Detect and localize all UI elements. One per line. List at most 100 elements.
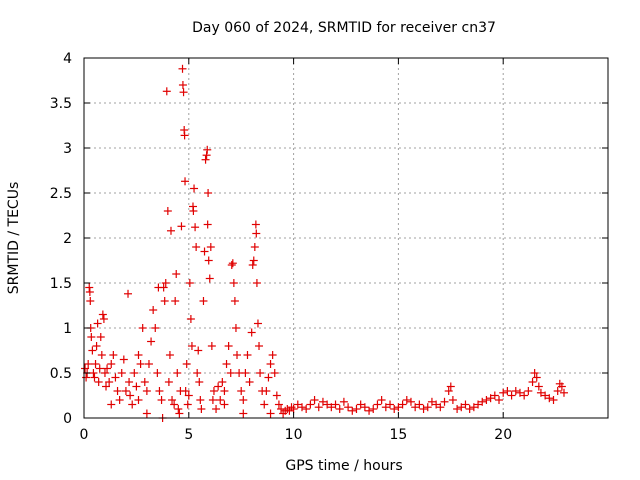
data-point (187, 342, 196, 350)
data-point (264, 373, 273, 382)
data-point (85, 288, 94, 296)
y-tick-label: 4 (63, 51, 72, 67)
data-point (199, 297, 208, 305)
data-point (93, 319, 102, 328)
data-point (524, 387, 533, 395)
data-point (142, 409, 151, 418)
data-point (185, 279, 194, 287)
data-point (289, 405, 298, 413)
data-point (95, 364, 104, 373)
data-point (216, 396, 225, 404)
data-point (200, 247, 209, 256)
data-point (239, 396, 248, 404)
data-point (541, 391, 550, 400)
data-point (96, 333, 105, 341)
data-point (248, 261, 257, 269)
data-point (163, 207, 172, 215)
data-point (205, 274, 214, 283)
data-point (140, 378, 149, 386)
data-point (190, 184, 199, 193)
data-point (97, 351, 106, 359)
data-point (134, 351, 143, 359)
data-point (138, 324, 147, 332)
data-point (196, 396, 205, 404)
data-point (266, 409, 275, 418)
data-point (373, 400, 382, 409)
data-point (207, 342, 216, 350)
data-point (197, 405, 206, 413)
data-point (100, 369, 109, 377)
data-point (231, 324, 240, 332)
data-point (157, 396, 166, 404)
data-point (175, 409, 184, 418)
data-point (419, 405, 428, 413)
data-point (356, 400, 365, 409)
data-point (227, 261, 236, 269)
data-point (495, 396, 504, 404)
data-point (208, 396, 217, 404)
data-point (266, 360, 275, 368)
data-point (457, 403, 466, 412)
data-point (251, 220, 260, 229)
data-point (166, 226, 175, 235)
data-point (203, 220, 212, 229)
axis-ticks (83, 57, 608, 419)
data-point (534, 382, 543, 391)
data-point (84, 360, 93, 368)
data-point (444, 387, 453, 395)
y-tick-label: 3 (63, 141, 72, 157)
data-point (323, 400, 332, 409)
data-point (474, 400, 483, 409)
data-point (226, 369, 235, 377)
data-point (411, 403, 420, 412)
data-point (348, 406, 357, 415)
data-point (162, 87, 171, 96)
data-point (111, 373, 120, 382)
data-point (507, 391, 516, 400)
y-tick-label: 3.5 (50, 96, 72, 112)
data-point (125, 378, 134, 386)
data-point (107, 400, 116, 409)
data-point (432, 400, 441, 409)
data-point (233, 351, 242, 359)
data-point (192, 243, 201, 251)
y-tick-label: 1.5 (50, 276, 72, 292)
data-point (204, 189, 213, 197)
data-point (202, 151, 211, 160)
data-point (121, 387, 130, 395)
data-point (360, 403, 369, 412)
data-point (243, 351, 252, 359)
data-point (103, 364, 112, 373)
data-point (237, 387, 246, 395)
data-point (170, 400, 179, 409)
data-point (172, 270, 181, 278)
data-point (155, 387, 164, 395)
data-point (352, 405, 361, 413)
x-tick-label: 20 (494, 427, 512, 443)
data-point (339, 397, 348, 406)
data-point (314, 403, 323, 412)
data-point (177, 222, 186, 231)
data-point (136, 360, 145, 368)
data-point (128, 400, 137, 409)
data-point (189, 207, 198, 215)
data-point (160, 297, 169, 305)
y-tick-label: 0.5 (50, 366, 72, 382)
data-point (195, 378, 204, 386)
data-point (503, 387, 512, 395)
data-point (230, 297, 239, 305)
data-point (132, 382, 141, 391)
x-axis-label: GPS time / hours (285, 458, 402, 474)
data-point (253, 319, 262, 328)
data-point (327, 403, 336, 412)
data-point (461, 400, 470, 409)
data-point (536, 388, 545, 397)
data-point (318, 397, 327, 406)
data-point (184, 391, 193, 400)
data-point (255, 342, 264, 350)
data-point (173, 369, 182, 377)
y-tick-label: 0 (63, 411, 72, 427)
data-point (161, 279, 170, 287)
data-point (206, 243, 215, 251)
data-point (274, 400, 283, 409)
